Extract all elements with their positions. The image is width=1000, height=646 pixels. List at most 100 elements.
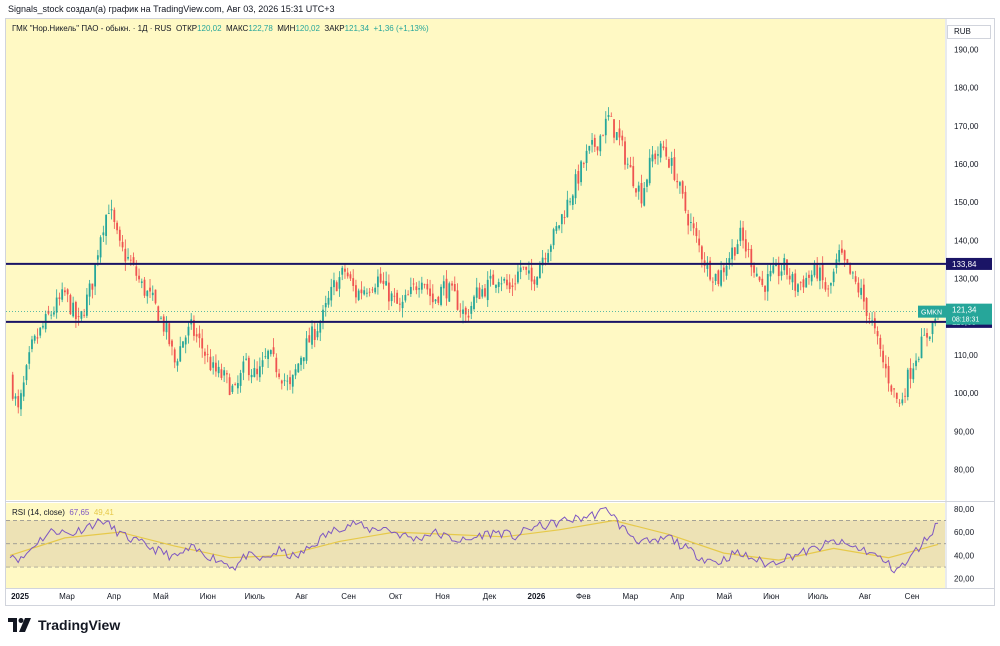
candle-body	[744, 239, 747, 252]
candle-body	[462, 309, 464, 314]
candle-body	[357, 290, 360, 300]
candle-body	[747, 249, 750, 250]
candle-body	[657, 154, 659, 156]
candle-body	[824, 282, 827, 290]
time-tick-label: Мар	[59, 592, 75, 601]
candle-body	[434, 299, 437, 302]
candle-body	[654, 153, 657, 160]
candle-body	[110, 209, 113, 211]
candle-body	[544, 258, 547, 260]
candle-body	[42, 325, 44, 328]
candle-body	[36, 337, 39, 339]
price-tick-label: 90,00	[954, 427, 975, 436]
rsi-line	[9, 506, 939, 574]
candle-body	[486, 279, 489, 301]
candle-body	[440, 286, 442, 305]
candle-body	[297, 363, 300, 373]
candle-body	[231, 385, 234, 392]
candle-body	[151, 292, 154, 296]
price-tick-label: 110,00	[954, 351, 978, 360]
candle-body	[412, 283, 415, 285]
candle-body	[423, 284, 426, 286]
currency-badge[interactable]: RUB	[947, 25, 991, 39]
candle-body	[651, 154, 654, 162]
candle-body	[873, 318, 876, 329]
candle-body	[456, 290, 459, 310]
candle-body	[267, 350, 269, 359]
candle-body	[387, 282, 390, 302]
candle-body	[549, 245, 552, 252]
candle-body	[643, 188, 646, 206]
candle-body	[442, 281, 445, 289]
candle-body	[420, 282, 423, 290]
candle-body	[324, 303, 327, 308]
candle-body	[85, 294, 88, 316]
candle-body	[849, 262, 852, 274]
candle-body	[176, 361, 179, 366]
candle-body	[508, 282, 511, 290]
candle-body	[401, 301, 404, 309]
candle-body	[135, 266, 138, 276]
candle-body	[204, 351, 206, 356]
candle-body	[195, 334, 198, 337]
candle-body	[256, 368, 259, 375]
candle-body	[467, 315, 470, 318]
candle-body	[66, 289, 69, 295]
change-value: +1,36 (+1,13%)	[373, 24, 429, 33]
candle-body	[165, 322, 168, 333]
candle-body	[635, 188, 637, 193]
candle-body	[209, 356, 212, 371]
candle-body	[385, 281, 388, 286]
candle-body	[621, 135, 624, 141]
candle-body	[887, 365, 890, 384]
time-tick-label: Окт	[389, 592, 403, 601]
candle-body	[349, 274, 352, 279]
candle-body	[709, 260, 712, 280]
rsi-name: RSI (14, close)	[12, 508, 65, 517]
candle-body	[206, 353, 209, 355]
candle-body	[777, 263, 780, 277]
candle-body	[882, 350, 884, 363]
candle-body	[906, 369, 909, 398]
candle-body	[143, 279, 146, 296]
candle-body	[187, 326, 190, 336]
candle-body	[923, 334, 926, 336]
candle-body	[379, 273, 382, 283]
candle-body	[464, 307, 467, 315]
rsi-tick-label: 80,00	[954, 505, 975, 514]
time-tick-label: Авг	[295, 592, 308, 601]
candle-body	[173, 349, 176, 363]
candle-body	[571, 195, 574, 205]
candle-body	[761, 278, 764, 285]
countdown-label: 08:18:31	[952, 317, 979, 324]
time-tick-label: 2025	[11, 592, 29, 601]
candle-body	[127, 256, 129, 259]
candle-body	[884, 363, 887, 369]
rsi-legend: RSI (14, close) 67,65 49,41	[12, 508, 114, 517]
candle-body	[492, 274, 495, 285]
candle-body	[624, 141, 626, 165]
candle-body	[788, 275, 791, 280]
candle-body	[481, 289, 484, 297]
candle-body	[184, 337, 187, 345]
candle-body	[665, 147, 668, 157]
candle-body	[269, 350, 272, 355]
candle-body	[725, 265, 728, 276]
candle-body	[247, 357, 250, 376]
candle-body	[25, 365, 28, 381]
candle-body	[511, 285, 514, 288]
last-price-badge	[946, 303, 992, 325]
candle-body	[772, 265, 775, 273]
candle-body	[813, 263, 816, 276]
candle-body	[138, 275, 140, 280]
price-tick-label: 160,00	[954, 160, 979, 169]
candle-body	[426, 283, 429, 290]
candle-body	[363, 290, 366, 295]
time-tick-label: Ноя	[435, 592, 450, 601]
candle-body	[547, 253, 550, 263]
candle-body	[514, 283, 517, 285]
candle-body	[77, 316, 80, 318]
candle-body	[552, 229, 555, 246]
candle-body	[390, 293, 393, 302]
candle-body	[58, 297, 61, 299]
